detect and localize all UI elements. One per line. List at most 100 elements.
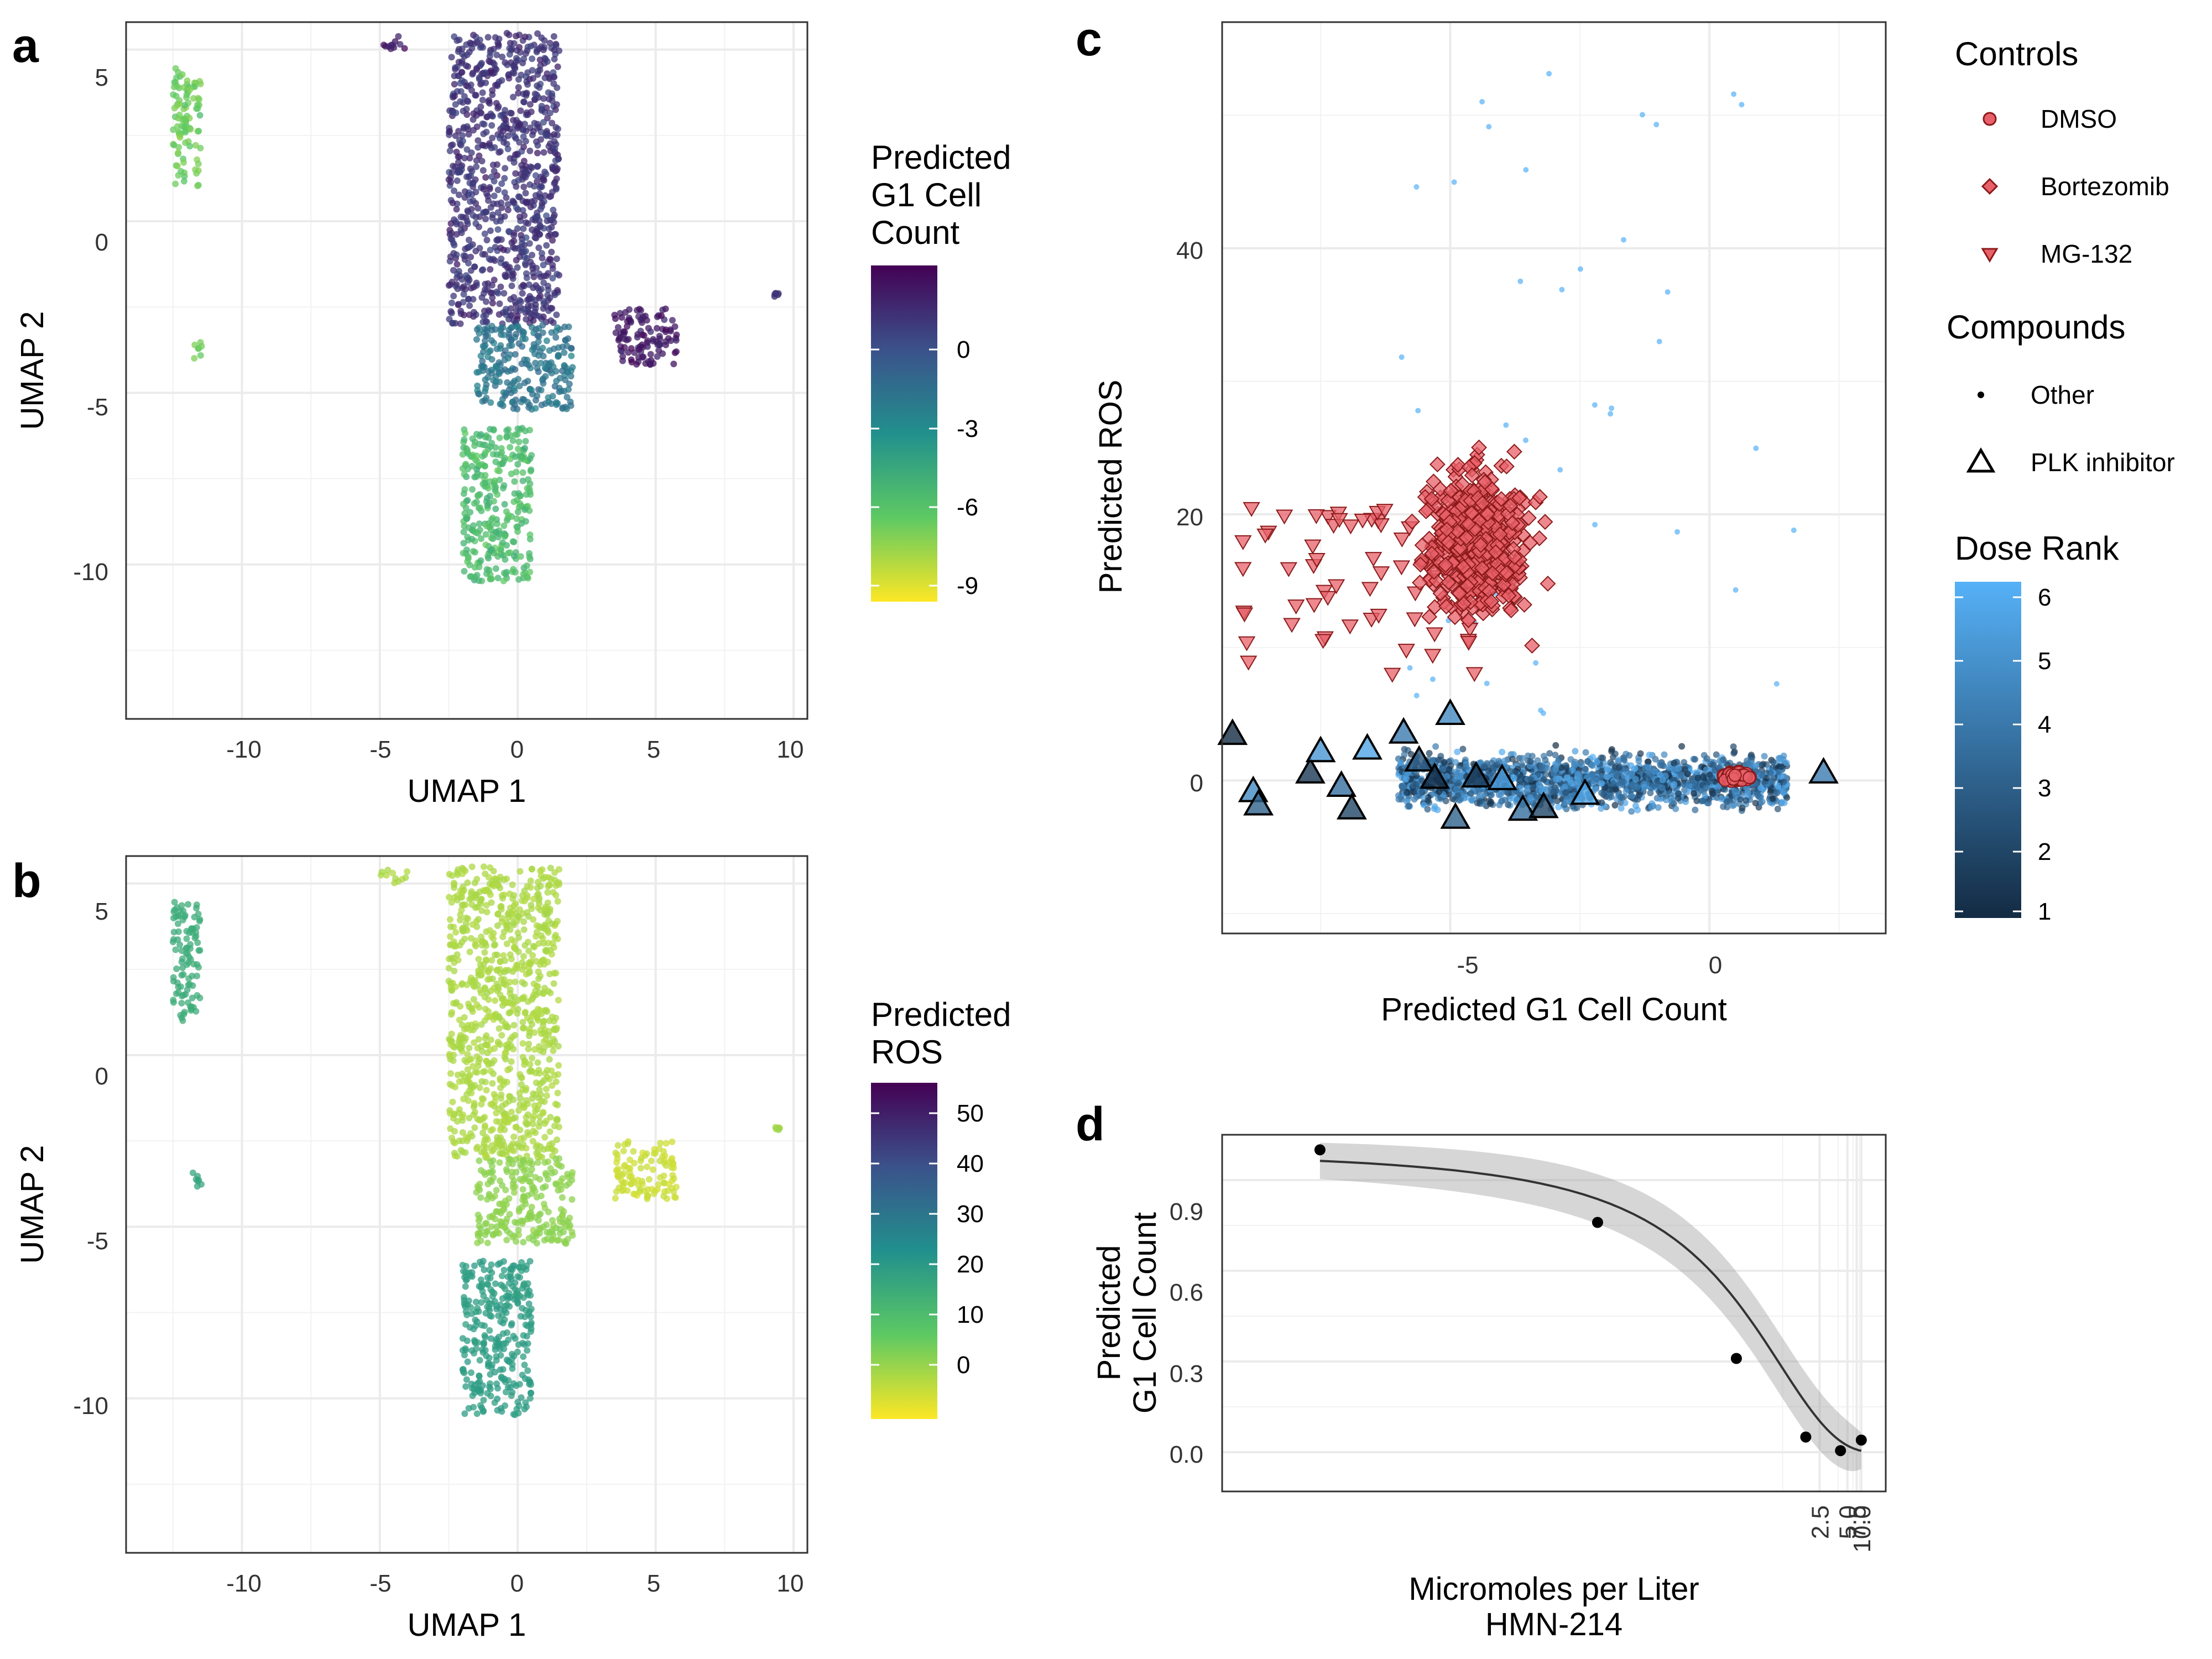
panel-a-point xyxy=(567,398,574,405)
panel-b-point xyxy=(654,1186,661,1193)
panel-a-point xyxy=(526,147,534,154)
panel-a-point xyxy=(490,426,497,433)
panel-a-point xyxy=(537,359,544,367)
panel-b-point xyxy=(542,1118,550,1125)
panel-a-point xyxy=(506,45,513,52)
panel-b-point xyxy=(449,1098,456,1105)
panel-b-point xyxy=(466,896,473,903)
panel-b-point xyxy=(650,1150,658,1157)
panel-a-point xyxy=(504,132,512,139)
panel-a-point xyxy=(471,442,478,449)
other-compound-point xyxy=(1395,792,1402,799)
panel-a-point xyxy=(486,185,493,192)
panel-b-point xyxy=(660,1148,667,1155)
panel-a-point xyxy=(521,445,528,452)
panel-b-legend-title-line: Predicted xyxy=(871,996,1011,1033)
panel-b-point xyxy=(498,1272,505,1280)
panel-b-point xyxy=(479,1408,487,1415)
panel-a-point xyxy=(519,126,526,133)
panel-b-point xyxy=(529,1055,535,1062)
panel-b-point xyxy=(497,1084,504,1092)
panel-a-point xyxy=(507,312,514,319)
panel-b-colorbar-tick-label: 0 xyxy=(957,1352,970,1379)
panel-b-point xyxy=(516,1264,523,1271)
panel-b-point xyxy=(482,1334,489,1341)
panel-a-point xyxy=(486,100,493,107)
panel-b-point xyxy=(476,1223,483,1229)
panel-b-point xyxy=(510,1189,518,1196)
other-compound-point xyxy=(1441,759,1448,766)
panel-a-point xyxy=(495,534,502,541)
panel-b-point xyxy=(472,942,479,950)
panel-a-point xyxy=(468,573,475,580)
panel-b-point xyxy=(494,881,502,889)
panel-b-point xyxy=(489,1293,496,1300)
panel-a-point xyxy=(180,178,187,185)
panel-a-point xyxy=(517,107,524,114)
panel-a-point xyxy=(535,368,542,375)
panel-a-colorbar-tick-label: -3 xyxy=(957,415,978,442)
panel-a-point xyxy=(180,84,187,91)
panel-a-point xyxy=(500,331,507,338)
panel-b-point xyxy=(554,917,561,925)
panel-a-point xyxy=(523,92,530,99)
panel-a-point xyxy=(538,250,545,257)
panel-a-point xyxy=(539,345,546,352)
panel-a-point xyxy=(460,540,467,547)
panel-b-point xyxy=(501,968,508,975)
panel-b-point xyxy=(500,1283,507,1290)
panel-a-point xyxy=(175,144,182,151)
panel-b-point xyxy=(546,1017,553,1024)
panel-a-point xyxy=(539,322,546,328)
panel-a-point xyxy=(487,247,494,254)
other-compound-point xyxy=(1661,751,1668,758)
panel-a-point xyxy=(507,40,514,46)
panel-a-point xyxy=(489,255,497,263)
panel-b-point xyxy=(545,1208,552,1215)
other-compound-point xyxy=(1744,760,1751,768)
panel-b-point xyxy=(494,1385,501,1392)
panel-b-point xyxy=(536,1070,543,1077)
panel-a-point xyxy=(476,223,482,231)
panel-b-point xyxy=(196,994,204,1001)
panel-b-point xyxy=(462,1149,469,1156)
panel-a-point xyxy=(492,486,499,493)
panel-a-point xyxy=(504,61,511,69)
panel-a-point xyxy=(523,234,530,241)
panel-b-point xyxy=(495,1025,503,1032)
panel-a-point xyxy=(463,111,471,118)
panel-b-point xyxy=(170,974,177,981)
panel-a-point xyxy=(448,169,456,176)
panel-a-point xyxy=(526,293,533,300)
panel-b-point xyxy=(473,1069,481,1076)
panel-b-point xyxy=(519,1040,526,1047)
panel-a-point xyxy=(487,227,494,234)
panel-a-point xyxy=(513,523,520,530)
panel-a-point xyxy=(175,114,182,122)
panel-a-point xyxy=(504,206,512,213)
panel-a-x-ticks: -10 -5 0 5 10 xyxy=(226,736,804,763)
panel-a-point xyxy=(473,431,480,438)
panel-a-point xyxy=(463,217,471,225)
panel-a-point xyxy=(553,101,560,108)
panel-b-point xyxy=(178,1000,185,1006)
panel-b-point xyxy=(468,863,476,870)
panel-a-point xyxy=(493,51,500,59)
panel-a-point xyxy=(482,216,489,222)
panel-b-point xyxy=(494,922,501,929)
panel-b-point xyxy=(492,951,499,958)
panel-b-point xyxy=(519,1177,526,1185)
panel-a-point xyxy=(500,290,508,297)
panel-a-point xyxy=(504,145,512,153)
panel-a-point xyxy=(510,539,518,545)
panel-a-point xyxy=(550,319,557,326)
panel-a-point xyxy=(449,320,456,327)
panel-a-point xyxy=(515,90,522,97)
panel-a-point xyxy=(482,174,489,181)
other-compound-point xyxy=(1752,763,1759,769)
other-compound-point xyxy=(1705,800,1712,807)
panel-a-point xyxy=(483,494,491,502)
panel-b-point xyxy=(515,1227,522,1234)
panel-a-point xyxy=(401,45,408,52)
panel-a-point xyxy=(476,441,483,447)
